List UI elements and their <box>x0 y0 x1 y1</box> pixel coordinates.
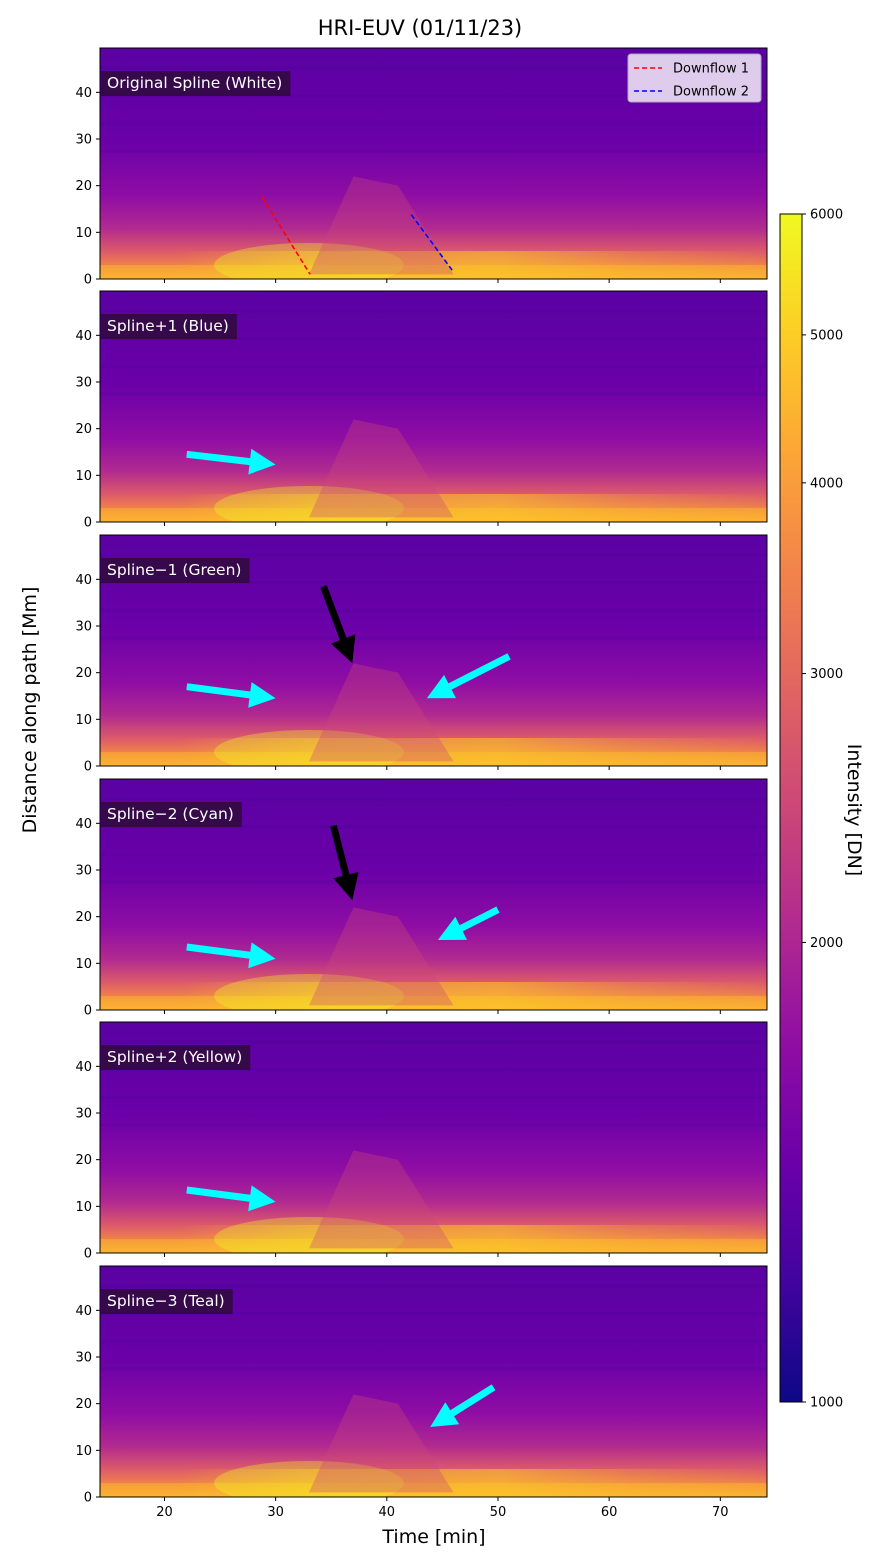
panel-label: Spline−3 (Teal) <box>107 1292 225 1310</box>
y-tick-label: 40 <box>75 573 92 588</box>
colorbar-tick-label: 2000 <box>810 936 843 951</box>
panel: 0 10 20 30 40 Spline+1 (Blue) <box>75 290 768 531</box>
y-tick-label: 30 <box>75 1351 92 1366</box>
colorbar-tick-label: 1000 <box>810 1396 843 1411</box>
colorbar-tick-label: 4000 <box>810 476 843 491</box>
x-tick-label: 40 <box>379 1505 396 1520</box>
y-tick-label: 10 <box>75 713 92 728</box>
y-tick-label: 0 <box>84 1247 92 1262</box>
panel-label: Spline+2 (Yellow) <box>107 1048 242 1066</box>
panel: 0 10 20 30 40 Spline−1 (Green) <box>75 534 768 775</box>
colorbar: 1000 2000 3000 4000 5000 6000 <box>779 208 843 1411</box>
annotation-arrow <box>320 585 356 664</box>
y-tick-label: 20 <box>75 666 92 681</box>
annotation-arrow <box>330 824 359 901</box>
y-tick-label: 20 <box>75 1397 92 1412</box>
colorbar-tick-label: 3000 <box>810 667 843 682</box>
legend-entry: Downflow 2 <box>673 85 749 100</box>
downflow-line <box>261 196 311 275</box>
colorbar-tick-label: 5000 <box>810 328 843 343</box>
x-tick-label: 50 <box>490 1505 507 1520</box>
panel-label-box <box>101 558 250 583</box>
y-tick-label: 40 <box>75 817 92 832</box>
y-tick-label: 20 <box>75 1153 92 1168</box>
y-axis-label: Distance along path [Mm] <box>19 587 41 834</box>
y-tick-label: 30 <box>75 376 92 391</box>
colorbar-scale <box>779 213 803 1403</box>
y-tick-label: 10 <box>75 957 92 972</box>
axes-frame <box>99 1021 768 1254</box>
colorbar-tick-label: 6000 <box>810 208 843 223</box>
y-tick-label: 20 <box>75 422 92 437</box>
legend-box <box>627 53 762 103</box>
y-tick-label: 30 <box>75 1107 92 1122</box>
y-tick-label: 10 <box>75 226 92 241</box>
y-tick-label: 10 <box>75 1444 92 1459</box>
x-tick-label: 30 <box>267 1505 284 1520</box>
annotation-arrow <box>430 1384 496 1427</box>
panel-label-box <box>101 1045 251 1070</box>
panel-label-box <box>101 314 237 339</box>
heatmap-image <box>100 1022 767 1253</box>
annotation-arrow <box>186 448 276 475</box>
y-tick-label: 30 <box>75 133 92 148</box>
chart-title: HRI-EUV (01/11/23) <box>318 16 523 40</box>
y-tick-label: 30 <box>75 864 92 879</box>
panel-label: Original Spline (White) <box>107 74 282 92</box>
panels: 0 10 20 30 40 Original Spline (White) Downflow… <box>75 47 768 1520</box>
panel: 0 10 20 30 40 Original Spline (White) Downflow… <box>75 47 768 288</box>
y-tick-label: 20 <box>75 910 92 925</box>
y-tick-label: 40 <box>75 329 92 344</box>
axes-frame <box>99 1265 768 1498</box>
axes-frame <box>99 534 768 767</box>
annotation-arrow <box>426 653 511 699</box>
panel: 0 10 20 30 40 Spline+2 (Yellow) <box>75 1021 768 1262</box>
y-tick-label: 30 <box>75 620 92 635</box>
x-axis-label: Time [min] <box>381 1526 485 1548</box>
panel-label: Spline−2 (Cyan) <box>107 805 234 823</box>
panel-label-box <box>101 802 242 827</box>
colorbar-label: Intensity [DN] <box>843 744 865 876</box>
y-tick-label: 0 <box>84 760 92 775</box>
y-tick-label: 10 <box>75 469 92 484</box>
annotation-arrow <box>437 906 500 940</box>
panel-label: Spline−1 (Green) <box>107 561 241 579</box>
axes-frame <box>99 290 768 523</box>
downflow-line <box>410 214 455 273</box>
panel-label: Spline+1 (Blue) <box>107 317 229 335</box>
panel-label-box <box>101 1289 233 1314</box>
panel-label-box <box>101 71 291 96</box>
axes-frame <box>99 47 768 280</box>
y-tick-label: 40 <box>75 1304 92 1319</box>
y-tick-label: 40 <box>75 1060 92 1075</box>
y-tick-label: 0 <box>84 273 92 288</box>
x-tick-label: 70 <box>712 1505 729 1520</box>
y-tick-label: 0 <box>84 1004 92 1019</box>
panel: 0 10 20 30 40 20 30 40 50 60 70 Spline−3 (Teal) <box>75 1265 768 1520</box>
annotation-arrow <box>186 682 276 708</box>
x-tick-label: 20 <box>156 1505 173 1520</box>
y-tick-label: 40 <box>75 86 92 101</box>
legend: Downflow 1 Downflow 2 <box>627 53 762 103</box>
legend-entry: Downflow 1 <box>673 62 749 77</box>
axes-frame <box>99 778 768 1011</box>
annotation-arrow <box>186 942 276 969</box>
y-tick-label: 10 <box>75 1200 92 1215</box>
y-tick-label: 20 <box>75 179 92 194</box>
y-tick-label: 0 <box>84 516 92 531</box>
y-tick-label: 0 <box>84 1491 92 1506</box>
x-tick-label: 60 <box>601 1505 618 1520</box>
annotation-arrow <box>186 1185 276 1212</box>
panel: 0 10 20 30 40 Spline−2 (Cyan) <box>75 778 768 1019</box>
